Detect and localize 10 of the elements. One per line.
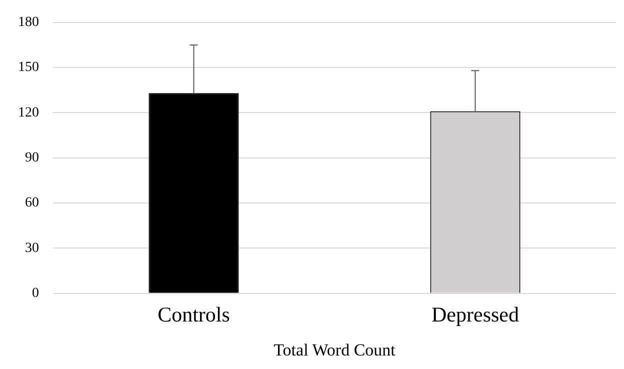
x-tick-label: Depressed [432, 302, 520, 327]
y-tick-label: 60 [25, 196, 39, 211]
x-axis-title: Total Word Count [274, 340, 396, 360]
x-tick-label: Controls [158, 302, 230, 327]
y-tick-label: 0 [32, 286, 39, 302]
y-tick-label: 150 [18, 60, 39, 76]
y-tick-label: 180 [18, 15, 39, 30]
y-tick-label: 30 [25, 240, 39, 256]
y-tick-label: 120 [18, 105, 39, 120]
y-tick-label: 90 [25, 150, 39, 166]
